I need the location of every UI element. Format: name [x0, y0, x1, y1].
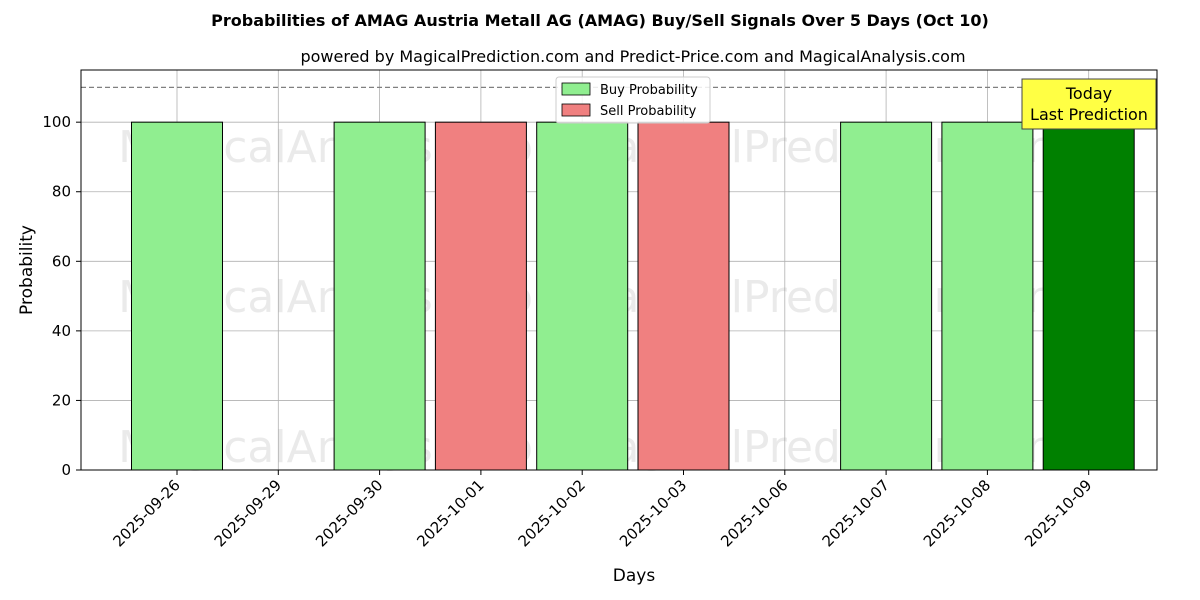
y-axis-label: Probability: [17, 225, 37, 315]
today-annotation: Today Last Prediction: [1021, 78, 1157, 130]
buy-bar: [333, 121, 426, 471]
x-tick-label: 2025-10-02: [515, 476, 589, 550]
y-tick-label: 80: [52, 183, 71, 201]
bars: [131, 121, 1135, 471]
x-tick-label: 2025-10-06: [717, 476, 791, 550]
today-annotation-line-1: Today: [1065, 84, 1112, 103]
legend-label-sell: Sell Probability: [600, 104, 697, 119]
x-tick-label: 2025-10-09: [1021, 476, 1095, 550]
x-tick-label: 2025-10-03: [616, 476, 690, 550]
x-tick-label: 2025-10-01: [413, 476, 487, 550]
chart-title: Probabilities of AMAG Austria Metall AG …: [211, 11, 989, 30]
y-tick-label: 20: [52, 391, 71, 409]
x-axis-ticks: 2025-09-26 2025-09-29 2025-09-30 2025-10-01…: [109, 470, 1096, 550]
sell-bar: [434, 121, 527, 471]
y-tick-label: 0: [61, 461, 71, 479]
y-axis-ticks: 0 20 40 60 80 100: [42, 113, 81, 479]
x-tick-label: 2025-09-29: [211, 476, 285, 550]
y-tick-label: 100: [42, 113, 71, 131]
legend-swatch-sell: [561, 103, 591, 117]
buy-bar: [1042, 121, 1135, 471]
y-tick-label: 40: [52, 322, 71, 340]
today-annotation-box: [1021, 78, 1157, 130]
x-tick-label: 2025-10-07: [819, 476, 893, 550]
sell-bar: [637, 121, 730, 471]
buy-bar: [536, 121, 629, 471]
chart-subtitle: powered by MagicalPrediction.com and Pre…: [300, 47, 965, 66]
legend: Buy Probability Sell Probability: [555, 76, 711, 124]
plot-area-frame: [80, 69, 1158, 471]
today-annotation-line-2: Last Prediction: [1030, 105, 1148, 124]
legend-box: [555, 76, 711, 124]
legend-swatch-buy: [561, 82, 591, 96]
x-axis-label: Days: [613, 566, 656, 586]
x-tick-label: 2025-10-08: [920, 476, 994, 550]
y-tick-label: 60: [52, 252, 71, 270]
legend-label-buy: Buy Probability: [600, 83, 698, 98]
buy-bar: [131, 121, 223, 471]
buy-bar: [840, 121, 933, 471]
x-tick-label: 2025-09-26: [109, 476, 183, 550]
buy-bar: [941, 121, 1034, 471]
x-tick-label: 2025-09-30: [312, 476, 386, 550]
